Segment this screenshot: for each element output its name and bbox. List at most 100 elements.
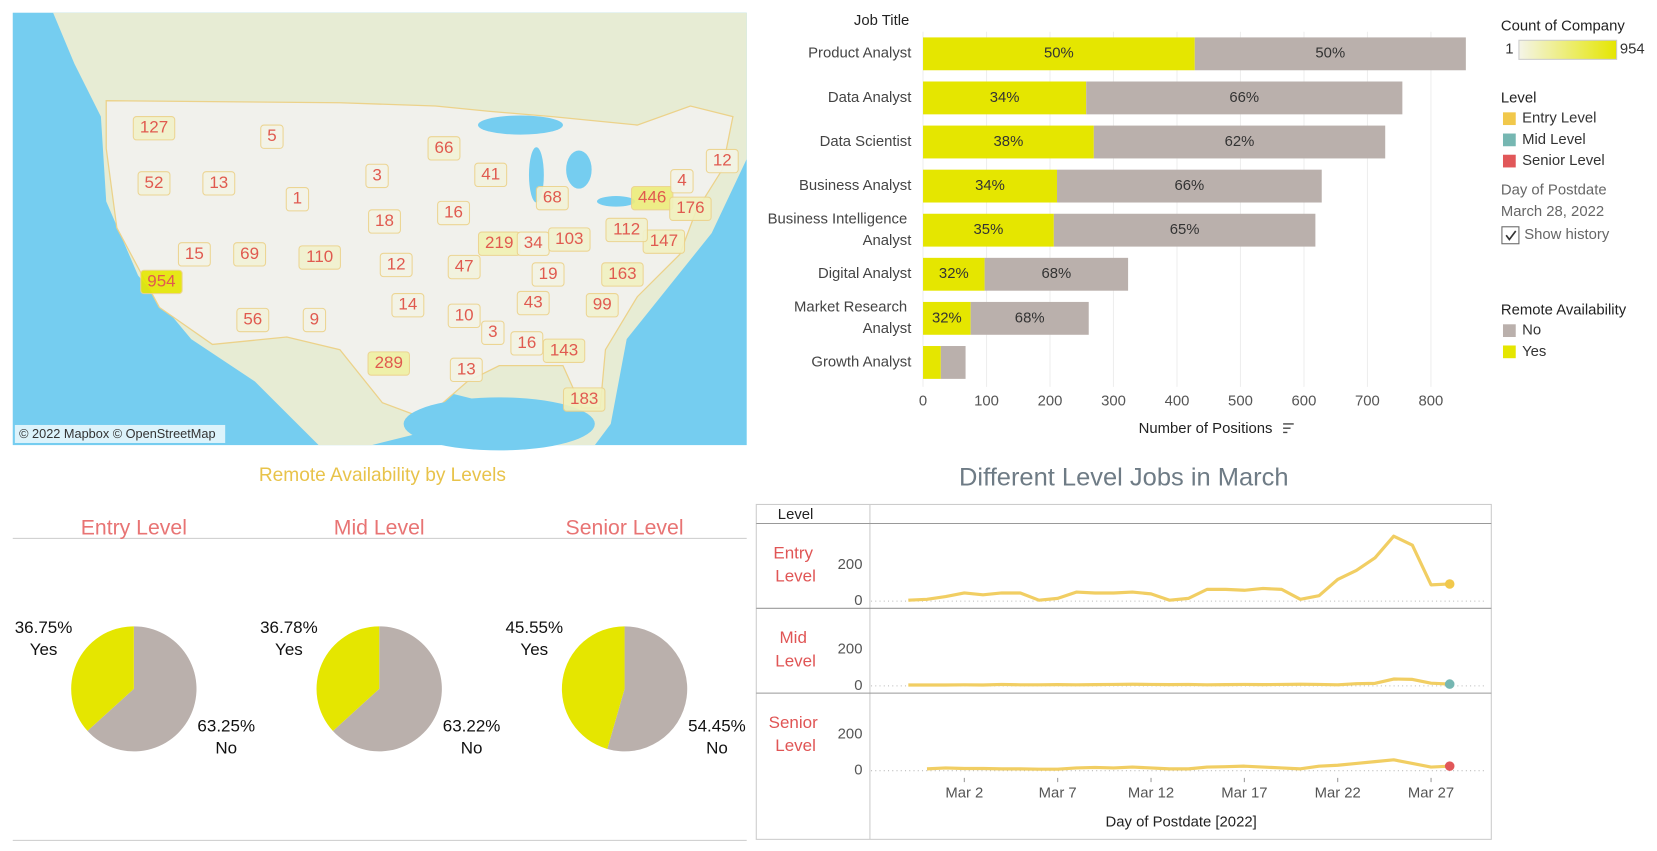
state-fill [391, 293, 425, 318]
end-point [1444, 761, 1455, 771]
state-label: 127 [140, 118, 168, 137]
legend-swatch [1502, 345, 1516, 359]
bar [923, 169, 1057, 203]
state-label: 41 [481, 164, 500, 183]
state-label: 12 [387, 254, 406, 273]
state-label: 289 [375, 353, 403, 372]
y-tick-label: Business Analyst [799, 178, 912, 194]
x-tick-label: Mar 27 [1408, 786, 1454, 802]
state-label: 19 [539, 264, 558, 283]
line-frame [755, 503, 1492, 840]
state-label: 147 [650, 231, 678, 250]
state-fill [298, 245, 341, 270]
state-label: 68 [543, 188, 562, 207]
state-label: 163 [608, 264, 636, 283]
state-label: 103 [555, 229, 583, 248]
y-tick-label: 0 [854, 678, 862, 694]
x-tick-label: 400 [1165, 394, 1190, 410]
bar-label: 62% [1225, 134, 1255, 150]
pie-slice [71, 626, 134, 731]
bar [923, 37, 1195, 71]
state-label: 52 [145, 173, 164, 192]
show-history[interactable]: Show history [1501, 226, 1610, 245]
facet-header: Level [778, 507, 814, 523]
bar-chart: 0 100 200 300 400 500 600 700 800 Product Analyst… [768, 31, 1466, 410]
state-label: 176 [676, 198, 704, 217]
y-tick-label: Business Intelligence Analyst [768, 212, 913, 249]
state-fill [531, 262, 565, 287]
state-label: 16 [444, 203, 463, 222]
state-fill [585, 293, 619, 318]
state-fill [669, 196, 712, 221]
bar [923, 125, 1094, 159]
state-fill [481, 320, 505, 345]
state-fill [449, 357, 483, 383]
y-tick-label: Digital Analyst [818, 266, 912, 282]
state-fill [177, 242, 211, 267]
state-label: 183 [570, 389, 598, 408]
state-label: 112 [613, 219, 640, 238]
bar-label: 50% [1315, 46, 1345, 62]
state-fill [367, 351, 411, 376]
pie-slice [316, 626, 380, 732]
state-fill [379, 252, 413, 278]
facet-label: Entry Level [773, 544, 817, 586]
state-label: 219 [485, 233, 513, 252]
bar [940, 346, 966, 379]
pie-value-label: 63.22% [443, 717, 501, 736]
state-fill [302, 307, 327, 333]
x-tick-label: 100 [974, 394, 999, 410]
pie-category-label: No [461, 739, 483, 758]
state-label: 9 [310, 310, 319, 329]
pie-category-label: No [706, 739, 728, 758]
state-fill [427, 136, 461, 161]
state-fill [202, 171, 236, 196]
legend-label: Entry Level [1522, 111, 1596, 127]
lake [566, 150, 592, 189]
y-tick-label: Product Analyst [808, 46, 912, 62]
bar-header: Job Title [854, 13, 909, 29]
bar-label: 68% [1015, 310, 1045, 326]
sort-icon[interactable] [1283, 423, 1294, 434]
state-label: 954 [147, 271, 175, 290]
state-label: 1 [293, 189, 302, 208]
legend-swatch [1502, 154, 1516, 168]
bar-label: 34% [975, 178, 1005, 194]
bar [923, 257, 985, 291]
x-tick-label: Mar 2 [945, 786, 983, 802]
state-label: 446 [638, 188, 666, 207]
x-tick-label: 800 [1419, 394, 1444, 410]
bar-label: 66% [1229, 90, 1259, 106]
state-fill [605, 217, 648, 243]
x-axis-title: Day of Postdate [2022] [1106, 814, 1257, 830]
legend-swatch [1502, 324, 1516, 338]
legend-label: No [1522, 323, 1541, 339]
state-label: 43 [524, 293, 543, 312]
state-label: 4 [677, 171, 686, 190]
state-label: 14 [398, 295, 417, 314]
pie-title: Entry Level [81, 516, 187, 539]
line [908, 534, 1450, 602]
lake [596, 196, 636, 207]
state-fill [670, 169, 694, 194]
state-label: 10 [455, 305, 474, 324]
state-fill [447, 303, 481, 329]
state-label: 69 [240, 244, 259, 263]
y-tick-label: Data Analyst [828, 90, 912, 106]
y-tick-label: 200 [838, 727, 863, 743]
bar [984, 257, 1129, 291]
bar-label: 65% [1170, 222, 1200, 238]
state-fill [137, 171, 171, 196]
pie-category-label: Yes [520, 640, 548, 659]
pie-slice [607, 626, 688, 752]
pie-value-label: 45.55% [505, 618, 563, 637]
remote-legend: No Yes [1502, 323, 1546, 360]
y-tick-label: 0 [854, 593, 862, 609]
bar [1056, 169, 1322, 203]
checkbox[interactable] [1501, 226, 1520, 245]
show-history-label[interactable]: Show history [1524, 227, 1610, 243]
state-label: 18 [375, 211, 394, 230]
map-attribution: © 2022 Mapbox © OpenStreetMap [19, 426, 215, 441]
